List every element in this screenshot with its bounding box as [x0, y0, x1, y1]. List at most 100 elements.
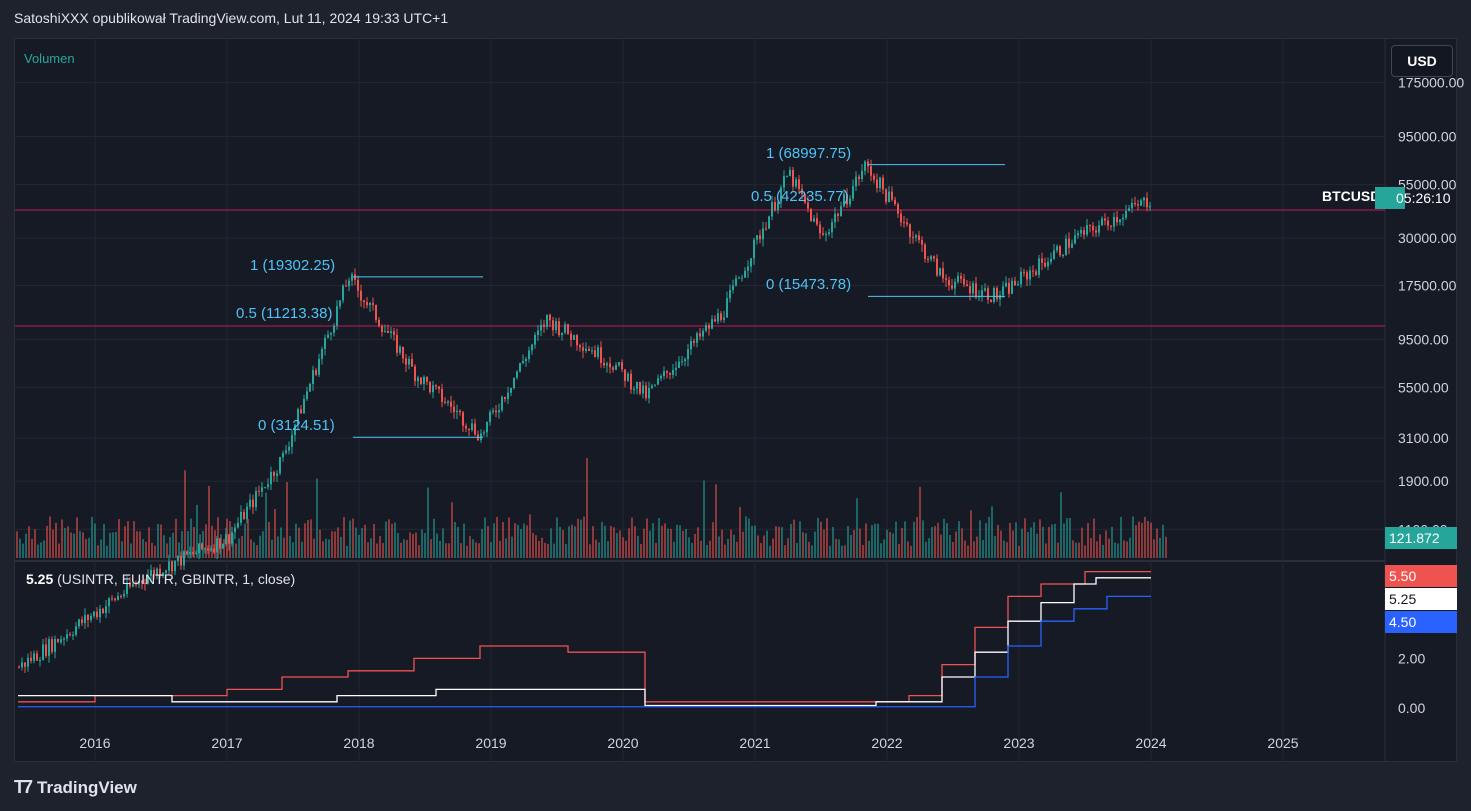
candle-body — [246, 506, 248, 520]
candle-body — [519, 363, 521, 372]
candle-body — [309, 384, 311, 392]
candle-body — [510, 387, 512, 393]
volume-bar — [367, 542, 369, 558]
volume-bar — [271, 539, 273, 558]
volume-bar — [817, 517, 819, 558]
candle-body — [462, 412, 464, 426]
candle-body — [231, 532, 233, 544]
candle-body — [1104, 218, 1106, 221]
volume-bar — [412, 534, 414, 558]
candle-body — [552, 320, 554, 331]
chart-frame[interactable] — [14, 38, 1457, 762]
candle-body — [501, 397, 503, 411]
volume-bar — [727, 538, 729, 558]
candle-body — [72, 634, 74, 636]
candle-body — [1089, 225, 1091, 227]
volume-bar — [571, 524, 573, 558]
volume-bar — [43, 540, 45, 558]
candle-body — [657, 378, 659, 385]
volume-bar — [118, 519, 120, 558]
candle-body — [1077, 233, 1079, 236]
candle-body — [801, 189, 803, 194]
candle-body — [423, 376, 425, 384]
volume-bar — [16, 531, 18, 558]
volume-bar — [976, 536, 978, 558]
candle-body — [954, 281, 956, 289]
volume-bar — [313, 538, 315, 558]
volume-bar — [1108, 538, 1110, 558]
candle-body — [549, 314, 551, 321]
volume-bar — [103, 523, 105, 558]
volume-bar — [805, 533, 807, 558]
candle-body — [567, 324, 569, 334]
volume-bar — [766, 530, 768, 558]
candle-body — [1074, 235, 1076, 244]
volume-bar — [949, 535, 951, 558]
volume-label: Volumen — [24, 51, 75, 66]
volume-bar — [877, 523, 879, 558]
currency-button[interactable]: USD — [1391, 45, 1453, 77]
volume-bar — [994, 536, 996, 558]
candle-body — [102, 608, 104, 613]
candle-body — [579, 345, 581, 348]
volume-bar — [862, 545, 864, 558]
volume-bar — [553, 543, 555, 558]
candle-body — [252, 499, 254, 508]
volume-bar — [712, 522, 714, 558]
candle-body — [222, 543, 224, 549]
volume-bar — [274, 509, 276, 558]
candle-body — [201, 543, 203, 550]
candle-body — [546, 314, 548, 327]
footer-brand[interactable]: T7 TradingView — [14, 777, 137, 798]
candle-body — [1035, 271, 1037, 275]
time-tick-label: 2016 — [79, 735, 110, 751]
indicator-legend[interactable]: 5.25 (USINTR, EUINTR, GBINTR, 1, close) — [26, 571, 295, 587]
candle-body — [792, 169, 794, 187]
candle-body — [30, 657, 32, 661]
candle-body — [1080, 230, 1082, 234]
candle-body — [1107, 220, 1109, 226]
candle-body — [762, 228, 764, 240]
candle-body — [819, 224, 821, 234]
volume-bar — [556, 517, 558, 558]
candle-body — [903, 222, 905, 224]
volume-bar — [460, 543, 462, 558]
candle-body — [753, 239, 755, 259]
volume-bar — [472, 539, 474, 558]
candle-body — [864, 161, 866, 171]
candle-body — [54, 638, 56, 652]
candle-body — [240, 511, 242, 523]
candle-body — [843, 194, 845, 207]
volume-bar — [253, 542, 255, 558]
volume-bar — [115, 531, 117, 558]
candle-body — [1086, 225, 1088, 235]
volume-bar — [1156, 528, 1158, 558]
volume-bar — [484, 517, 486, 558]
candle-body — [480, 433, 482, 441]
volume-bar — [832, 526, 834, 558]
candle-body — [393, 331, 395, 335]
volume-bar — [526, 525, 528, 558]
volume-bar — [28, 526, 30, 558]
candle-body — [171, 561, 173, 572]
volume-bar — [106, 545, 108, 558]
volume-bar — [376, 543, 378, 558]
candle-body — [789, 169, 791, 177]
volume-bar — [871, 525, 873, 558]
volume-bar — [640, 543, 642, 558]
candle-body — [195, 553, 197, 555]
candle-body — [966, 284, 968, 287]
volume-bar — [487, 526, 489, 558]
volume-bar — [349, 520, 351, 558]
volume-bar — [133, 521, 135, 558]
candle-body — [516, 371, 518, 378]
candle-body — [438, 386, 440, 389]
candle-body — [885, 189, 887, 202]
time-tick-label: 2017 — [211, 735, 242, 751]
volume-bar — [892, 533, 894, 558]
candle-body — [237, 522, 239, 528]
candle-body — [717, 313, 719, 322]
candle-body — [531, 344, 533, 351]
candle-body — [291, 434, 293, 447]
